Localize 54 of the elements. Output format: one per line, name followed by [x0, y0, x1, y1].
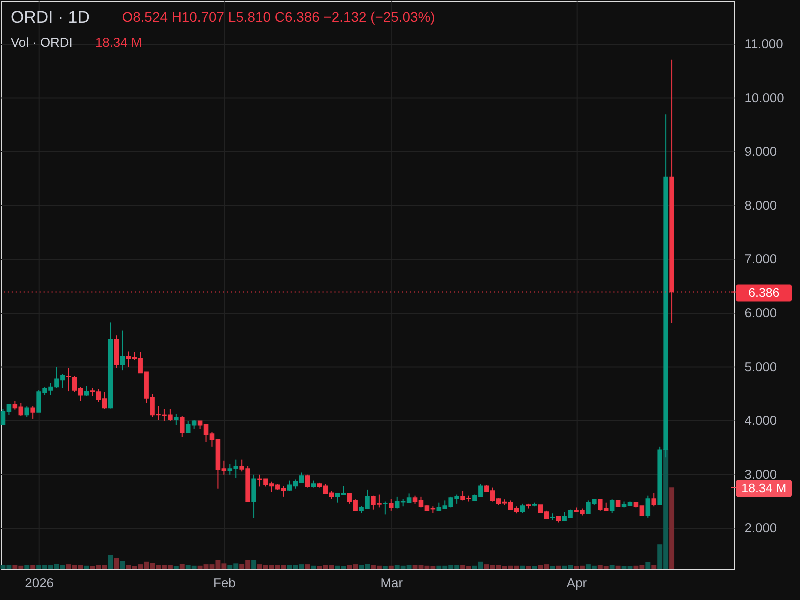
- x-tick-label: 2026: [25, 575, 54, 590]
- candlestick: [388, 498, 394, 512]
- candlestick: [30, 406, 36, 420]
- chart-title: ORDI · 1D: [10, 8, 90, 28]
- candlestick: [383, 501, 388, 516]
- y-tick-label: 7.000: [744, 252, 778, 267]
- bar: [174, 566, 179, 569]
- y-tick-label: 10.000: [744, 90, 784, 106]
- bar: [252, 560, 257, 569]
- y-tick-label: 11.000: [744, 36, 784, 52]
- text: O8.524 H10.707 L5.810 C6.386 −2.132 (−25.03%): [122, 9, 436, 26]
- bar: [180, 564, 185, 569]
- bar: [388, 566, 394, 569]
- x-tick-label: Apr: [566, 575, 588, 590]
- candlestick: [174, 414, 179, 426]
- candlestick: [84, 386, 90, 397]
- y-tick-label: 9.000: [744, 144, 778, 160]
- bar: [526, 566, 532, 569]
- y2-tick-label: 18.34 M: [742, 482, 787, 496]
- bar: [556, 566, 562, 569]
- bar: [24, 565, 30, 569]
- bar: [670, 488, 675, 569]
- bar: [616, 566, 621, 569]
- y-tick-label: 2.000: [744, 520, 778, 536]
- bar: [382, 566, 388, 569]
- y-tick-label: 5.000: [744, 359, 778, 374]
- candlestick: [180, 416, 185, 438]
- candlestick: [610, 499, 615, 514]
- bar: [646, 562, 651, 569]
- candlestick: [520, 503, 526, 514]
- y-tick-label: 4.000: [744, 413, 778, 428]
- bar: [114, 558, 120, 569]
- x-tick-label: Mar: [380, 575, 404, 590]
- candlestick: [652, 492, 657, 508]
- y-tick-label: 8.000: [744, 198, 778, 213]
- bar: [84, 566, 90, 569]
- bar: [532, 566, 538, 569]
- y-tick-label: 3.000: [744, 466, 778, 482]
- bar: [305, 564, 310, 569]
- annotation: Vol · ORDI: [10, 34, 73, 50]
- bar: [108, 555, 114, 569]
- bar: [652, 565, 657, 569]
- bar: [610, 565, 615, 569]
- y-tick-label: 6.000: [744, 306, 778, 321]
- annotation: 18.34 M: [95, 34, 142, 50]
- candlestick: [646, 495, 651, 518]
- candlestick: [305, 474, 310, 488]
- bar: [550, 566, 556, 569]
- x-tick-label: Feb: [214, 575, 236, 590]
- bar: [120, 561, 126, 569]
- candlestick: [252, 474, 256, 519]
- candlestick: [24, 406, 30, 418]
- bar: [30, 565, 36, 569]
- candlestick: [120, 330, 126, 372]
